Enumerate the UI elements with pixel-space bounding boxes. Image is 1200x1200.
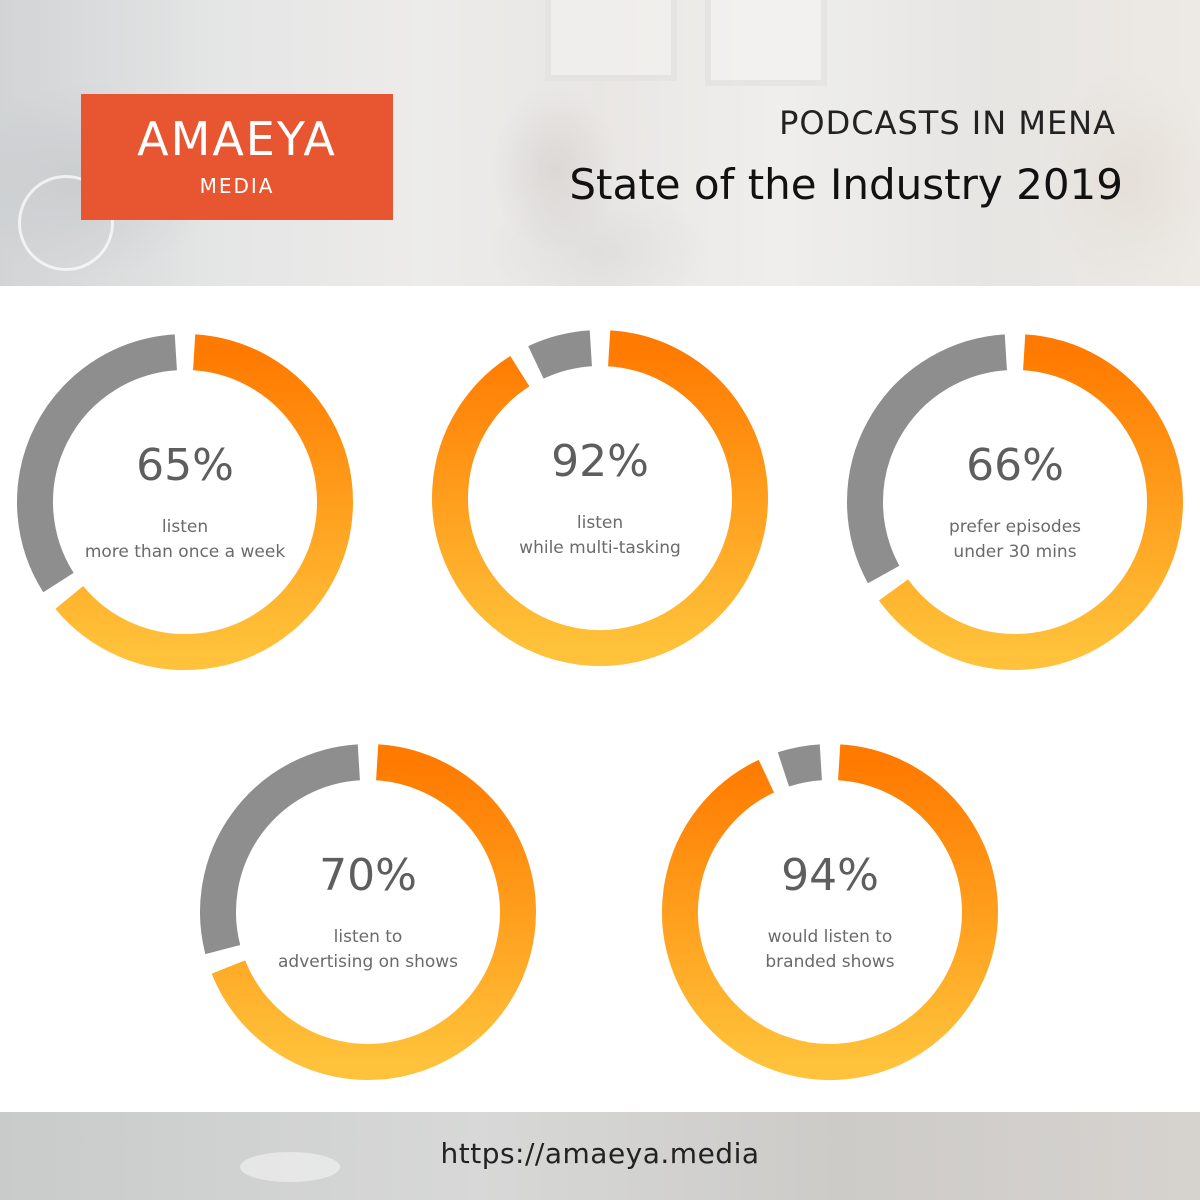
- donut-chart-1: 65% listen more than once a week: [17, 334, 353, 670]
- donut-chart-canvas: 65% listen more than once a week 92% listen w…: [17, 330, 1183, 1080]
- donut-value-arc: [211, 744, 536, 1080]
- donut-caption-line: advertising on shows: [278, 952, 458, 972]
- donut-caption-line: prefer episodes: [949, 517, 1081, 537]
- footer-background-photo: [240, 1152, 340, 1182]
- donut-caption-line: listen: [577, 513, 623, 533]
- donut-chart-4: 70% listen to advertising on shows: [200, 744, 536, 1080]
- donut-caption-line: branded shows: [765, 952, 894, 972]
- logo: AMAEYA MEDIA: [81, 94, 393, 220]
- donut-caption-line: would listen to: [768, 927, 893, 947]
- donut-caption-line: more than once a week: [85, 542, 286, 562]
- donut-chart-3: 66% prefer episodes under 30 mins: [847, 334, 1183, 670]
- donut-percent-label: 94%: [781, 850, 879, 901]
- footer-banner: https://amaeya.media: [0, 1112, 1200, 1200]
- seal-graphic: [18, 175, 114, 271]
- page-supertitle: PODCASTS IN MENA: [779, 104, 1116, 142]
- donut-caption-line: listen: [162, 517, 208, 537]
- donut-percent-label: 65%: [136, 440, 234, 491]
- donut-value-arc: [662, 744, 998, 1080]
- donut-percent-label: 66%: [966, 440, 1064, 491]
- donut-remainder-arc: [17, 334, 178, 593]
- page-title: State of the Industry 2019: [569, 160, 1123, 209]
- donut-caption-line: under 30 mins: [953, 542, 1076, 562]
- header-banner: AMAEYA MEDIA PODCASTS IN MENA State of t…: [0, 0, 1200, 286]
- donut-chart-2: 92% listen while multi-tasking: [432, 330, 768, 666]
- donut-chart-5: 94% would listen to branded shows: [662, 744, 998, 1080]
- donut-remainder-arc: [777, 744, 823, 787]
- donut-charts: 65% listen more than once a week 92% listen w…: [0, 286, 1200, 1112]
- donut-remainder-arc: [528, 330, 593, 379]
- donut-caption-line: while multi-tasking: [519, 538, 681, 558]
- logo-sub-text: MEDIA: [199, 174, 275, 198]
- donut-value-arc: [432, 330, 768, 666]
- donut-caption-line: listen to: [334, 927, 403, 947]
- donut-remainder-arc: [847, 334, 1008, 584]
- donut-percent-label: 70%: [319, 850, 417, 901]
- donut-remainder-arc: [200, 744, 361, 955]
- donut-value-arc: [878, 334, 1183, 670]
- website-link[interactable]: https://amaeya.media: [440, 1137, 760, 1170]
- donut-percent-label: 92%: [551, 436, 649, 487]
- donut-value-arc: [55, 334, 353, 670]
- logo-main-text: AMAEYA: [137, 112, 337, 166]
